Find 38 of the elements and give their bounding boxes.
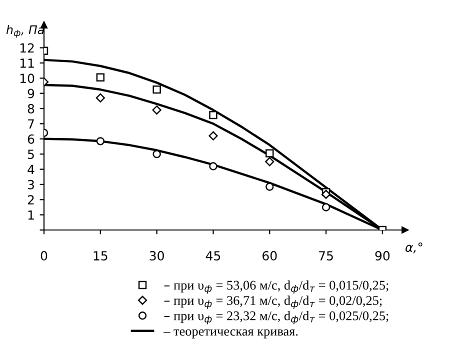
point xyxy=(152,150,161,158)
y-tick-label: 6 xyxy=(28,134,34,144)
point xyxy=(209,162,218,170)
point xyxy=(322,203,330,212)
x-axis-title: α,° xyxy=(406,242,422,254)
point xyxy=(209,110,218,120)
point xyxy=(152,85,161,94)
y-tick-label: 4 xyxy=(28,164,34,174)
point xyxy=(152,105,162,115)
y-tick-label: 3 xyxy=(28,180,34,190)
y-tick-label: 9 xyxy=(28,88,34,98)
x-tick-label: 30 xyxy=(150,251,164,261)
y-tick-label: 10 xyxy=(20,74,34,84)
point xyxy=(96,137,105,146)
point xyxy=(266,182,274,191)
point xyxy=(265,157,274,166)
x-tick-label: 90 xyxy=(375,251,390,261)
y-tick-label: 5 xyxy=(28,150,34,159)
point xyxy=(96,73,105,82)
y-tick-label: 7 xyxy=(28,119,34,128)
point xyxy=(266,149,274,158)
point xyxy=(321,190,331,199)
x-tick-label: 60 xyxy=(262,251,277,261)
legend-label: – при υ$_{ф}$ = 36,71 м/с, d$_{ф}$/d$_{т}$ = 0,02/0,25; xyxy=(164,296,382,309)
point xyxy=(208,131,218,140)
y-tick-label: 8 xyxy=(28,104,34,114)
x-tick-label: 0 xyxy=(40,251,48,261)
x-tick-label: 75 xyxy=(319,251,333,261)
y-tick-label: 12 xyxy=(20,43,34,53)
x-tick-label: 15 xyxy=(94,251,108,261)
x-tick-label: 45 xyxy=(206,251,220,261)
legend-label: – теоретическая кривая. xyxy=(164,329,298,338)
y-tick-label: 11 xyxy=(20,58,34,68)
y-tick-label: 2 xyxy=(28,195,34,204)
legend-label: – при υ$_{ф}$ = 53,06 м/с, d$_{ф}$/d$_{т}$ = 0,015/0,25; xyxy=(164,280,388,294)
legend-label: – при υ$_{ф}$ = 23,32 м/с, d$_{ф}$/d$_{т}$ = 0,025/0,25; xyxy=(164,310,388,324)
point xyxy=(96,93,105,102)
y-tick-label: 1 xyxy=(28,210,34,220)
